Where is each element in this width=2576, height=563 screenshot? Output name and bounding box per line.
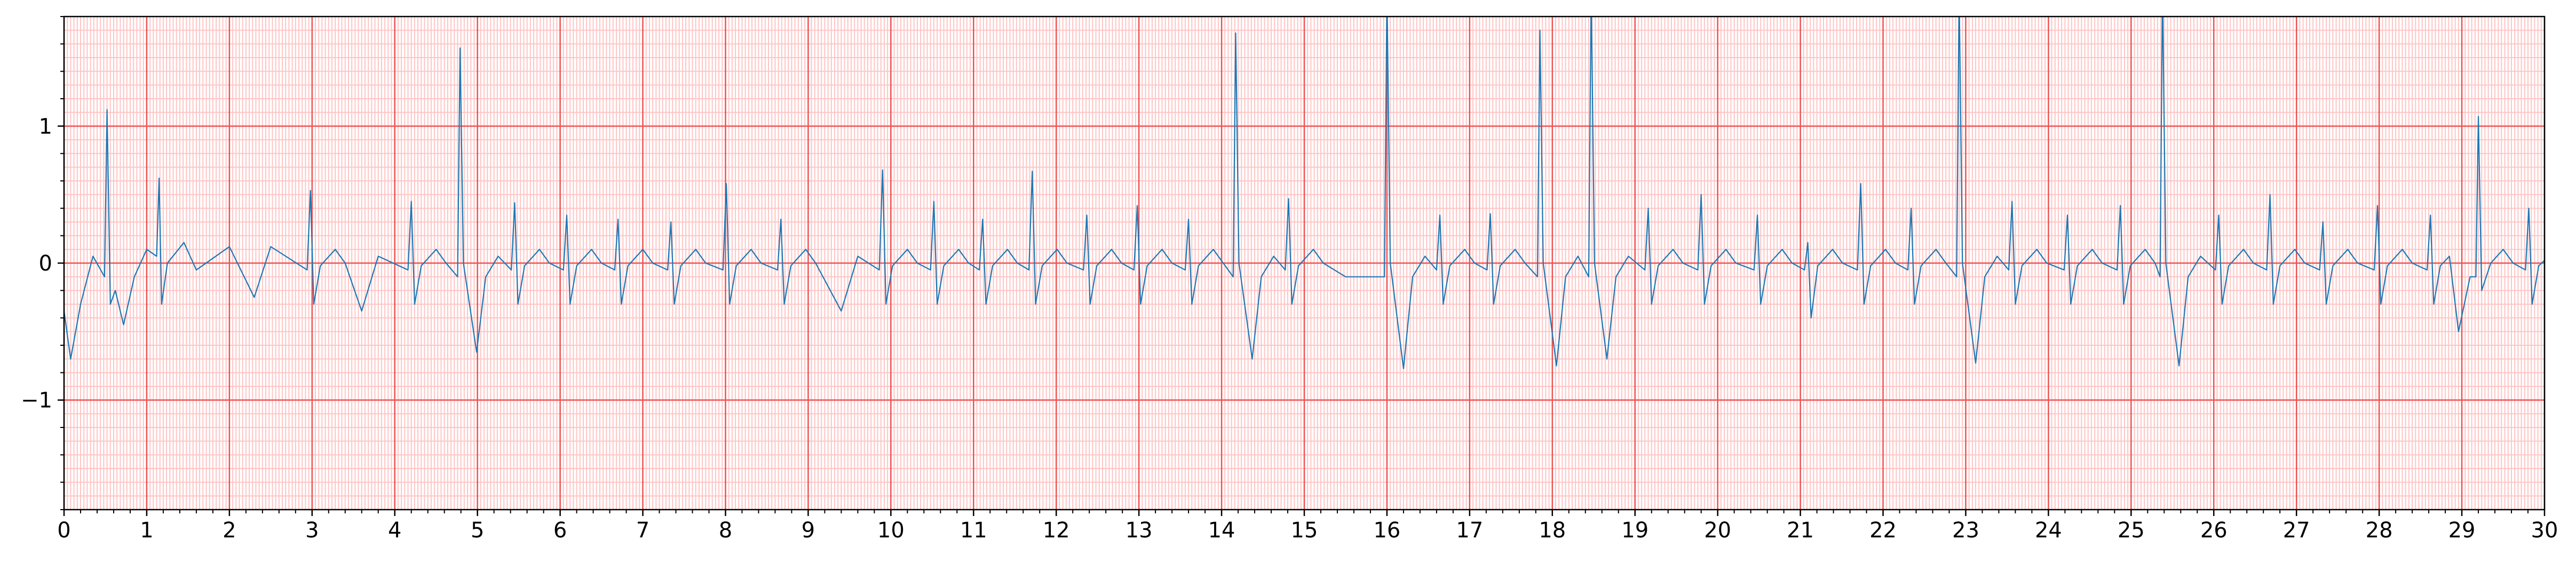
x-tick-label: 9 [802, 518, 815, 543]
y-tick-label: −1 [21, 388, 52, 413]
x-tick-label: 4 [388, 518, 401, 543]
ecg-trace [64, 17, 2545, 369]
x-tick-label: 13 [1125, 518, 1153, 543]
x-tick-label: 10 [877, 518, 905, 543]
x-tick-label: 7 [636, 518, 649, 543]
y-tick-label: 0 [39, 251, 52, 276]
trace-area [64, 17, 2545, 369]
x-tick-label: 21 [1787, 518, 1814, 543]
x-tick-label: 17 [1456, 518, 1483, 543]
axes: 0 1 2 3 4 5 6 7 8 9 10 11 12 13 14 15 16 17 18 19 20 21 22 23 24… [21, 16, 2558, 543]
y-tick-label: 1 [39, 114, 52, 139]
x-tick-label: 26 [2200, 518, 2228, 543]
x-tick-label: 28 [2366, 518, 2393, 543]
x-tick-label: 29 [2448, 518, 2476, 543]
x-tick-label: 8 [719, 518, 732, 543]
x-tick-label: 22 [1869, 518, 1897, 543]
x-tick-label: 0 [57, 518, 70, 543]
x-tick-label: 1 [140, 518, 153, 543]
x-tick-label: 6 [553, 518, 567, 543]
x-tick-label: 12 [1043, 518, 1070, 543]
x-tick-label: 3 [305, 518, 319, 543]
x-tick-label: 15 [1291, 518, 1318, 543]
x-tick-label: 20 [1704, 518, 1731, 543]
x-tick-label: 30 [2531, 518, 2558, 543]
x-tick-label: 5 [471, 518, 484, 543]
x-tick-label: 19 [1621, 518, 1648, 543]
x-tick-label: 23 [1952, 518, 1979, 543]
x-tick-label: 18 [1539, 518, 1566, 543]
x-tick-label: 24 [2035, 518, 2062, 543]
x-tick-label: 27 [2283, 518, 2310, 543]
major-grid [63, 17, 2546, 510]
x-tick-label: 11 [960, 518, 987, 543]
x-tick-label: 16 [1373, 518, 1400, 543]
x-tick-label: 14 [1208, 518, 1235, 543]
x-tick-label: 2 [223, 518, 236, 543]
x-tick-label: 25 [2118, 518, 2145, 543]
